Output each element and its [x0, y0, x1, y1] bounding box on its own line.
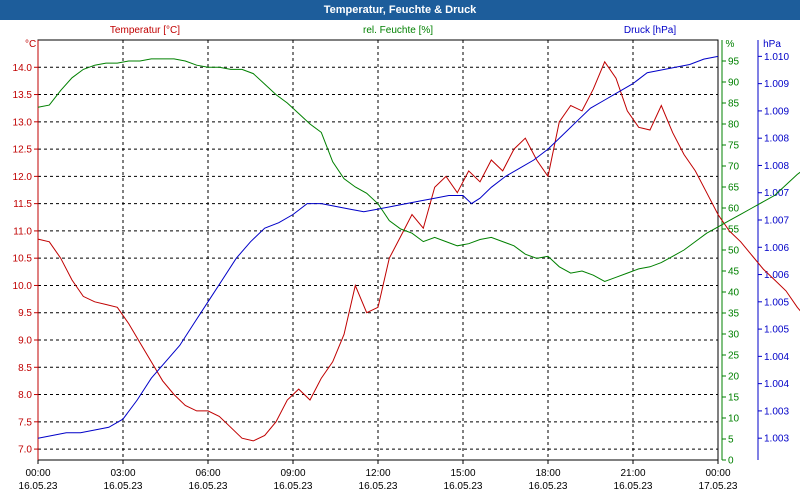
humidity-tick-label: 30: [728, 330, 740, 341]
temperature-tick-label: 9.0: [18, 336, 32, 347]
temperature-tick-label: 8.5: [18, 363, 32, 374]
humidity-tick-label: 35: [728, 309, 740, 320]
temperature-tick-label: 13.5: [13, 90, 33, 101]
pressure-axis-unit: hPa: [763, 39, 781, 50]
pressure-tick-label: 1.008: [764, 161, 789, 172]
window-title: Temperatur, Feuchte & Druck: [0, 0, 800, 20]
humidity-tick-label: 80: [728, 120, 740, 131]
pressure-tick-label: 1.005: [764, 325, 789, 336]
x-tick-date: 17.05.23: [699, 481, 738, 492]
x-tick-time: 00:00: [25, 468, 50, 479]
humidity-tick-label: 5: [728, 435, 734, 446]
temperature-tick-label: 10.0: [13, 281, 33, 292]
humidity-tick-label: 55: [728, 225, 740, 236]
x-tick-date: 16.05.23: [274, 481, 313, 492]
x-axis: 00:00 16.05.23 03:00 16.05.23 06:00 16.05.23 0…: [19, 460, 738, 492]
temperature-axis-unit: °C: [25, 39, 36, 50]
humidity-tick-label: 0: [728, 456, 734, 467]
humidity-axis: 0 5 10 15 20 25 30 35 40 45 50 55 60 65 70 75 80 85 90 95: [721, 40, 740, 467]
temperature-tick-label: 9.5: [18, 308, 32, 319]
pressure-tick-label: 1.009: [764, 79, 789, 90]
pressure-axis: 1.003 1.003 1.004 1.004 1.005 1.005 1.006 1.006…: [757, 40, 789, 460]
pressure-tick-label: 1.004: [764, 352, 789, 363]
x-tick-date: 16.05.23: [104, 481, 143, 492]
pressure-series-line: [37, 55, 719, 439]
temperature-tick-label: 11.0: [13, 226, 32, 237]
pressure-axis-label: Druck [hPa]: [624, 25, 676, 36]
humidity-tick-label: 95: [728, 57, 740, 68]
series-lines: [37, 55, 800, 442]
temperature-tick-label: 12.5: [13, 145, 33, 156]
x-tick-time: 12:00: [365, 468, 390, 479]
x-tick-time: 00:00: [705, 468, 730, 479]
pressure-tick-label: 1.006: [764, 243, 789, 254]
temperature-tick-label: 14.0: [13, 63, 33, 74]
x-tick-date: 16.05.23: [529, 481, 568, 492]
pressure-tick-label: 1.003: [764, 434, 789, 445]
humidity-tick-label: 45: [728, 267, 740, 278]
pressure-tick-label: 1.007: [764, 216, 789, 227]
pressure-tick-label: 1.009: [764, 106, 789, 117]
x-tick-date: 16.05.23: [444, 481, 483, 492]
pressure-tick-label: 1.005: [764, 297, 789, 308]
temperature-series-line: [37, 60, 800, 442]
pressure-tick-label: 1.006: [764, 270, 789, 281]
humidity-tick-label: 50: [728, 246, 740, 257]
temperature-tick-label: 13.0: [13, 117, 33, 128]
humidity-tick-label: 15: [728, 393, 740, 404]
pressure-tick-label: 1.003: [764, 406, 789, 417]
x-tick-date: 16.05.23: [359, 481, 398, 492]
x-tick-date: 16.05.23: [189, 481, 228, 492]
humidity-tick-label: 10: [728, 414, 740, 425]
temperature-tick-label: 7.5: [18, 417, 32, 428]
temperature-tick-label: 11.5: [13, 199, 32, 210]
x-tick-time: 03:00: [110, 468, 135, 479]
humidity-tick-label: 25: [728, 351, 740, 362]
chart: °C Temperatur [°C] rel. Feuchte [%] Druc…: [13, 25, 800, 492]
humidity-series-line: [37, 58, 800, 283]
humidity-tick-label: 75: [728, 141, 740, 152]
x-tick-time: 21:00: [620, 468, 645, 479]
x-tick-time: 06:00: [195, 468, 220, 479]
x-tick-date: 16.05.23: [614, 481, 653, 492]
temperature-axis: 7.0 7.5 8.0 8.5 9.0 9.5 10.0 10.5 11.0 11.5 12.0 12…: [13, 40, 39, 460]
humidity-axis-unit: %: [726, 39, 735, 50]
grid-lines: [38, 40, 718, 460]
humidity-axis-label: rel. Feuchte [%]: [363, 25, 433, 36]
pressure-tick-label: 1.008: [764, 134, 789, 145]
humidity-tick-label: 40: [728, 288, 740, 299]
x-tick-date: 16.05.23: [19, 481, 58, 492]
x-tick-time: 09:00: [280, 468, 305, 479]
temperature-tick-label: 7.0: [18, 445, 32, 456]
humidity-tick-label: 85: [728, 99, 740, 110]
humidity-tick-label: 20: [728, 372, 740, 383]
pressure-tick-label: 1.004: [764, 379, 789, 390]
temperature-tick-label: 12.0: [13, 172, 33, 183]
temperature-axis-label: Temperatur [°C]: [110, 25, 180, 36]
temperature-tick-label: 8.0: [18, 390, 32, 401]
humidity-tick-label: 70: [728, 162, 740, 173]
x-tick-time: 18:00: [535, 468, 560, 479]
humidity-tick-label: 65: [728, 183, 740, 194]
pressure-tick-label: 1.010: [764, 52, 789, 63]
humidity-tick-label: 60: [728, 204, 740, 215]
x-tick-time: 15:00: [450, 468, 475, 479]
temperature-tick-label: 10.5: [13, 254, 33, 265]
humidity-tick-label: 90: [728, 78, 740, 89]
